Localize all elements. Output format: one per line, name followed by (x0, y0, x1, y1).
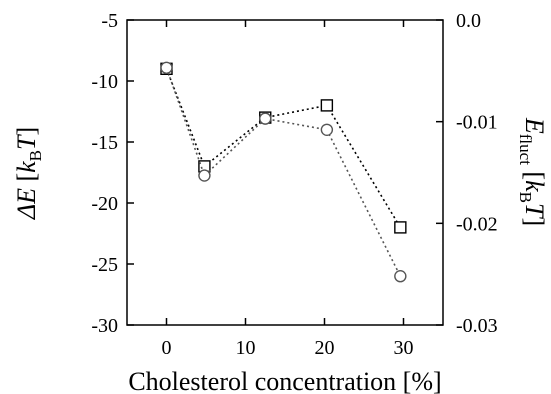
y-right-close: ] (520, 217, 549, 226)
y-right-subk: B (516, 192, 535, 203)
x-tick-label: 20 (315, 337, 335, 359)
x-tick-label: 10 (236, 337, 256, 359)
y-right-t: T (520, 203, 549, 219)
y-right-sub: fluct (516, 134, 535, 165)
y-left-symbol: ΔE (12, 188, 41, 220)
circle-marker (320, 123, 334, 137)
y-left-tick-label: -20 (91, 193, 118, 215)
series-group (160, 61, 407, 283)
y-left-k: k (12, 161, 41, 173)
y-left-tick-label: -5 (101, 10, 118, 32)
y-left-close: ] (12, 127, 41, 136)
y-left-open: [ (12, 173, 41, 188)
y-left-sub: B (26, 150, 45, 161)
y-axis-label-left: ΔE [kBT] (12, 127, 45, 220)
y-left-t: T (12, 134, 41, 150)
x-axis-label: Cholesterol concentration [%] (128, 367, 441, 394)
square-marker (394, 221, 407, 234)
circle-marker (259, 112, 272, 125)
square-marker (320, 99, 334, 112)
y-right-tick-label: -0.03 (456, 315, 498, 337)
y-right-tick-label: -0.01 (456, 112, 498, 134)
y-right-tick-label: -0.02 (456, 213, 498, 235)
series-line-0 (165, 68, 402, 228)
y-right-e: E (520, 117, 549, 134)
y-left-tick-label: -10 (91, 71, 118, 93)
y-right-tick-label: 0.0 (456, 10, 481, 32)
x-tick-label: 30 (394, 337, 414, 359)
plot-frame (126, 19, 444, 326)
ticks: 0 10 20 30 -5 -10 -15 -20 -25 -30 0.0 -0.01 -0.02 -0.… (91, 10, 497, 359)
x-tick-label: 0 (162, 337, 172, 359)
y-right-k: k (520, 180, 549, 192)
circle-marker (394, 270, 407, 283)
y-left-tick-label: -25 (91, 254, 118, 276)
y-left-tick-label: -30 (91, 315, 118, 337)
series-line-1 (165, 67, 402, 277)
circle-marker (198, 169, 211, 182)
circle-marker (160, 61, 173, 74)
y-axis-label-right: Efluct [kBT] (516, 117, 549, 226)
y-right-open: [ (520, 165, 549, 180)
y-left-tick-label: -15 (91, 132, 118, 154)
